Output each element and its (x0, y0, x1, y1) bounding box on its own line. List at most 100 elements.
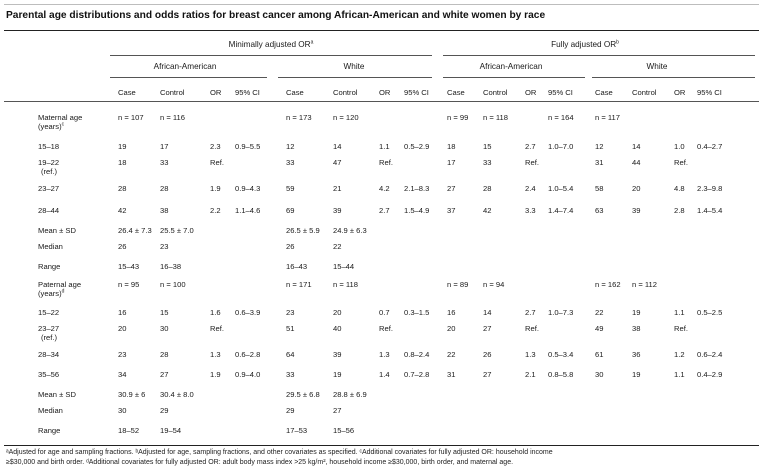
table-cell: Ref. (379, 158, 393, 167)
table-cell: 30.9 ± 6 (118, 390, 146, 399)
row-label-sub: (ref.) (41, 333, 58, 342)
table-cell: 19–54 (160, 426, 182, 435)
table-cell: 42 (118, 206, 127, 215)
table-cell: 26 (118, 242, 127, 251)
footnotes: ᵃAdjusted for age and sampling fractions… (6, 448, 758, 467)
table-cell: 28 (160, 350, 169, 359)
table-cell: 0.9–5.5 (235, 142, 261, 151)
table-cell: 26 (483, 350, 492, 359)
table-cell: 0.6–3.9 (235, 308, 261, 317)
row-label: 28–34 (38, 350, 59, 359)
table-cell: 29 (286, 406, 295, 415)
table-cell: 28.8 ± 6.9 (333, 390, 367, 399)
row-label: 28–44 (38, 206, 59, 215)
table-cell: 19 (118, 142, 127, 151)
table-cell: 18 (118, 158, 127, 167)
row-label-text: Range (38, 426, 61, 435)
table-cell: 33 (286, 158, 295, 167)
row-label-text: 28–44 (38, 206, 60, 215)
table-cell: 28 (483, 184, 492, 193)
table-cell: n = 117 (595, 113, 620, 122)
table-cell: 0.5–3.4 (548, 350, 574, 359)
rule-minimal (110, 55, 432, 56)
row-label-sub: (years) (38, 122, 62, 131)
table-cell: 21 (333, 184, 342, 193)
table-cell: n = 116 (160, 113, 185, 122)
row-label: Median (38, 242, 63, 251)
group-header-full: Fully adjusted ORb (551, 39, 619, 49)
row-label: Range (38, 262, 60, 271)
col-control: Control (160, 88, 185, 97)
table-cell: 0.7 (379, 308, 390, 317)
table-cell: 0.9–4.3 (235, 184, 261, 193)
table-cell: 0.4–2.7 (697, 142, 723, 151)
table-cell: 29 (160, 406, 169, 415)
subgroup-min-aa: African-American (153, 62, 217, 71)
table-cell: Ref. (525, 158, 539, 167)
table-cell: 1.3 (379, 350, 390, 359)
table-cell: 1.1 (674, 308, 685, 317)
table-cell: 2.8 (674, 206, 685, 215)
table-cell: 15 (483, 142, 492, 151)
table-cell: 26.5 ± 5.9 (286, 226, 320, 235)
table-cell: 0.7–2.8 (404, 370, 430, 379)
table-cell: 2.2 (210, 206, 221, 215)
table-cell: 1.3 (210, 350, 221, 359)
table-cell: n = 89 (447, 280, 469, 289)
row-label-text: Median (38, 406, 63, 415)
table-cell: 20 (447, 324, 456, 333)
row-label: 15–18 (38, 142, 59, 151)
table-cell: 69 (286, 206, 295, 215)
table-cell: 27 (333, 406, 342, 415)
table-cell: n = 118 (483, 113, 508, 122)
table-cell: 27 (160, 370, 169, 379)
table-cell: 39 (632, 206, 641, 215)
table-cell: 0.6–2.4 (697, 350, 723, 359)
table-cell: 33 (160, 158, 169, 167)
rule-min-aa (110, 77, 267, 78)
table-cell: 15–44 (333, 262, 355, 271)
footnote-line: ≥$30,000 and birth order. ᵈAdditional co… (6, 458, 514, 466)
table-cell: 31 (595, 158, 604, 167)
table-cell: 16 (118, 308, 127, 317)
row-label: Median (38, 406, 63, 415)
col-ci: 95% CI (404, 88, 429, 97)
row-label: Mean ± SD (38, 226, 76, 235)
table-cell: 16–43 (286, 262, 308, 271)
table-cell: n = 118 (333, 280, 358, 289)
footnote-mark: d (61, 288, 65, 295)
table-cell: 1.1–4.6 (235, 206, 261, 215)
table-cell: 27 (483, 324, 492, 333)
table-cell: 38 (160, 206, 169, 215)
table-cell: 22 (333, 242, 342, 251)
table-cell: 0.5–2.5 (697, 308, 723, 317)
table-cell: 4.8 (674, 184, 685, 193)
table-cell: 17 (447, 158, 456, 167)
rule-min-white (278, 77, 432, 78)
table-cell: 19 (632, 370, 641, 379)
row-label: 19–22 (ref.) (38, 158, 59, 176)
table-cell: 22 (595, 308, 604, 317)
top-border (4, 4, 759, 5)
table-cell: 27 (483, 370, 492, 379)
table-cell: 15 (160, 308, 169, 317)
table-cell: 1.4–5.4 (697, 206, 723, 215)
table-cell: 39 (333, 350, 342, 359)
subgroup-min-white: White (343, 62, 365, 71)
row-label-text: Mean ± SD (38, 226, 76, 235)
table-cell: 0.9–4.0 (235, 370, 261, 379)
table-cell: 0.8–2.4 (404, 350, 430, 359)
row-label-sub: (years) (38, 289, 62, 298)
table-cell: 1.6 (210, 308, 221, 317)
table-cell: 14 (483, 308, 492, 317)
table-cell: 23 (286, 308, 295, 317)
table-cell: 51 (286, 324, 295, 333)
table-title: Parental age distributions and odds rati… (6, 10, 546, 21)
table-cell: 30.4 ± 8.0 (160, 390, 194, 399)
row-label-sub: (ref.) (41, 167, 58, 176)
table-cell: 63 (595, 206, 604, 215)
table-cell: 28 (118, 184, 127, 193)
row-label-text: 23–27 (38, 184, 60, 193)
footnote-line: ᵃAdjusted for age and sampling fractions… (6, 449, 553, 456)
table-cell: Ref. (379, 324, 393, 333)
